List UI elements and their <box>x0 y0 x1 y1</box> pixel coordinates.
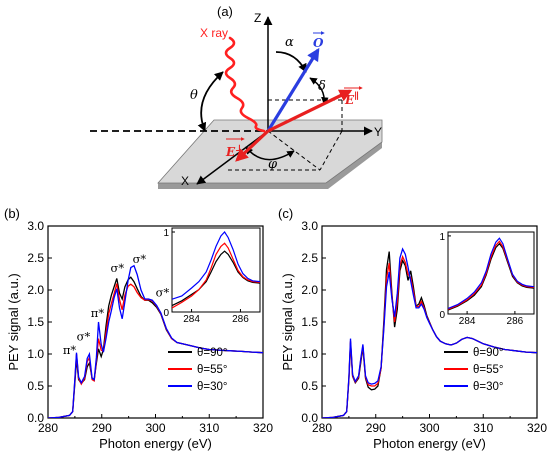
y-tick-label: 3.0 <box>27 219 44 233</box>
theta-label: θ <box>190 88 198 103</box>
e-perp-vector <box>235 129 270 162</box>
y-tick-label: 1.0 <box>27 347 44 361</box>
alpha-arc <box>275 51 307 73</box>
y-axis-label: PEY signal (a.u.) <box>6 273 21 370</box>
legend-label: θ=30° <box>197 381 228 393</box>
y-tick-label: 0.5 <box>301 379 318 393</box>
o-vector <box>266 47 320 132</box>
inset-series-line <box>172 231 260 300</box>
y-tick-label: 2.5 <box>301 251 318 265</box>
y-axis-label: Y <box>374 125 382 139</box>
inset-y-tick-label: 1 <box>439 232 445 243</box>
e-parallel-vector <box>267 89 353 133</box>
projection-line <box>267 130 321 171</box>
inset-x-tick-label: 286 <box>507 316 524 327</box>
peak-annotation: π* <box>63 343 77 357</box>
y-tick-label: 2.5 <box>27 251 44 265</box>
x-axis-label: X <box>181 174 189 188</box>
x-tick-label: 300 <box>145 421 165 435</box>
y-axis-label: PEY signal (a.u.) <box>280 273 295 370</box>
e-perp-label: E⊥ <box>225 144 244 159</box>
x-tick-label: 280 <box>38 421 58 435</box>
e-parallel-label: E∥ <box>344 91 359 107</box>
inset-x-tick-label: 284 <box>459 316 476 327</box>
inset-x-tick-label: 284 <box>183 314 200 325</box>
x-tick-label: 290 <box>366 421 386 435</box>
x-axis-label: Photon energy (eV) <box>373 436 486 451</box>
x-tick-label: 320 <box>253 421 273 435</box>
delta-arc <box>309 77 329 105</box>
inset-x-tick-label: 286 <box>232 314 249 325</box>
theta-arc <box>197 71 224 132</box>
peak-annotation: σ* <box>156 285 170 299</box>
x-tick-label: 280 <box>312 421 332 435</box>
peak-annotation: σ* <box>77 330 91 344</box>
inset-series-line <box>172 250 260 307</box>
z-axis-label: Z <box>254 11 261 25</box>
x-tick-label: 300 <box>419 421 439 435</box>
series-line <box>322 247 537 418</box>
inset-y-tick-label: 1 <box>163 228 169 239</box>
phi-label: φ <box>268 157 278 172</box>
inset-series-line <box>448 237 534 310</box>
y-tick-label: 1.5 <box>27 315 44 329</box>
legend-label: θ=55° <box>197 364 228 376</box>
y-tick-label: 2.0 <box>301 283 318 297</box>
panel-label: (c) <box>278 206 293 221</box>
x-tick-label: 290 <box>92 421 112 435</box>
inset-frame <box>171 227 261 313</box>
peak-annotation: π* <box>91 306 105 320</box>
legend-label: θ=90° <box>197 347 228 359</box>
projection-line <box>319 130 343 171</box>
peak-annotation: σ* <box>133 252 147 266</box>
x-axis <box>196 130 269 185</box>
inset-series-line <box>448 242 534 311</box>
y-tick-label: 0.0 <box>301 411 318 425</box>
sample-plate-side <box>158 142 382 189</box>
x-tick-label: 310 <box>199 421 219 435</box>
geometry-schematic: (a) X ray Z Y X θ α δ φ O <box>90 4 383 189</box>
y-tick-label: 1.5 <box>301 315 318 329</box>
y-tick-label: 0.5 <box>27 379 44 393</box>
peak-annotation: σ* <box>111 261 125 275</box>
chart-panel-b: (b) 280 290 300 310 320 0.0 0.5 1.0 1.5 2.0 2.5 3.0 P… <box>4 206 273 451</box>
inset-series-line <box>448 240 534 310</box>
legend-label: θ=55° <box>473 364 504 376</box>
x-axis-label: Photon energy (eV) <box>99 436 212 451</box>
series-line <box>48 264 263 418</box>
y-tick-label: 0.0 <box>27 411 44 425</box>
o-vector-label: O <box>313 36 324 50</box>
inset-series-line <box>172 242 260 309</box>
panel-label: (b) <box>4 206 20 221</box>
legend-label: θ=30° <box>473 381 504 393</box>
x-tick-label: 310 <box>473 421 493 435</box>
alpha-label: α <box>285 35 294 50</box>
inset-frame <box>447 231 535 315</box>
xray-beam <box>224 36 266 133</box>
y-tick-label: 2.0 <box>27 283 44 297</box>
y-tick-label: 1.0 <box>301 347 318 361</box>
legend-label: θ=90° <box>473 347 504 359</box>
inset-y-tick-label: 0 <box>439 310 445 321</box>
y-tick-label: 3.0 <box>301 219 318 233</box>
xray-label: X ray <box>200 26 228 40</box>
chart-panel-c: (c) 280 290 300 310 320 0.0 0.5 1.0 1.5 2.0 2.5 3.0 P… <box>278 206 547 451</box>
delta-label: δ <box>318 79 326 94</box>
x-tick-label: 320 <box>527 421 547 435</box>
inset-y-tick-label: 0 <box>163 308 169 319</box>
panel-label-a: (a) <box>217 4 233 19</box>
